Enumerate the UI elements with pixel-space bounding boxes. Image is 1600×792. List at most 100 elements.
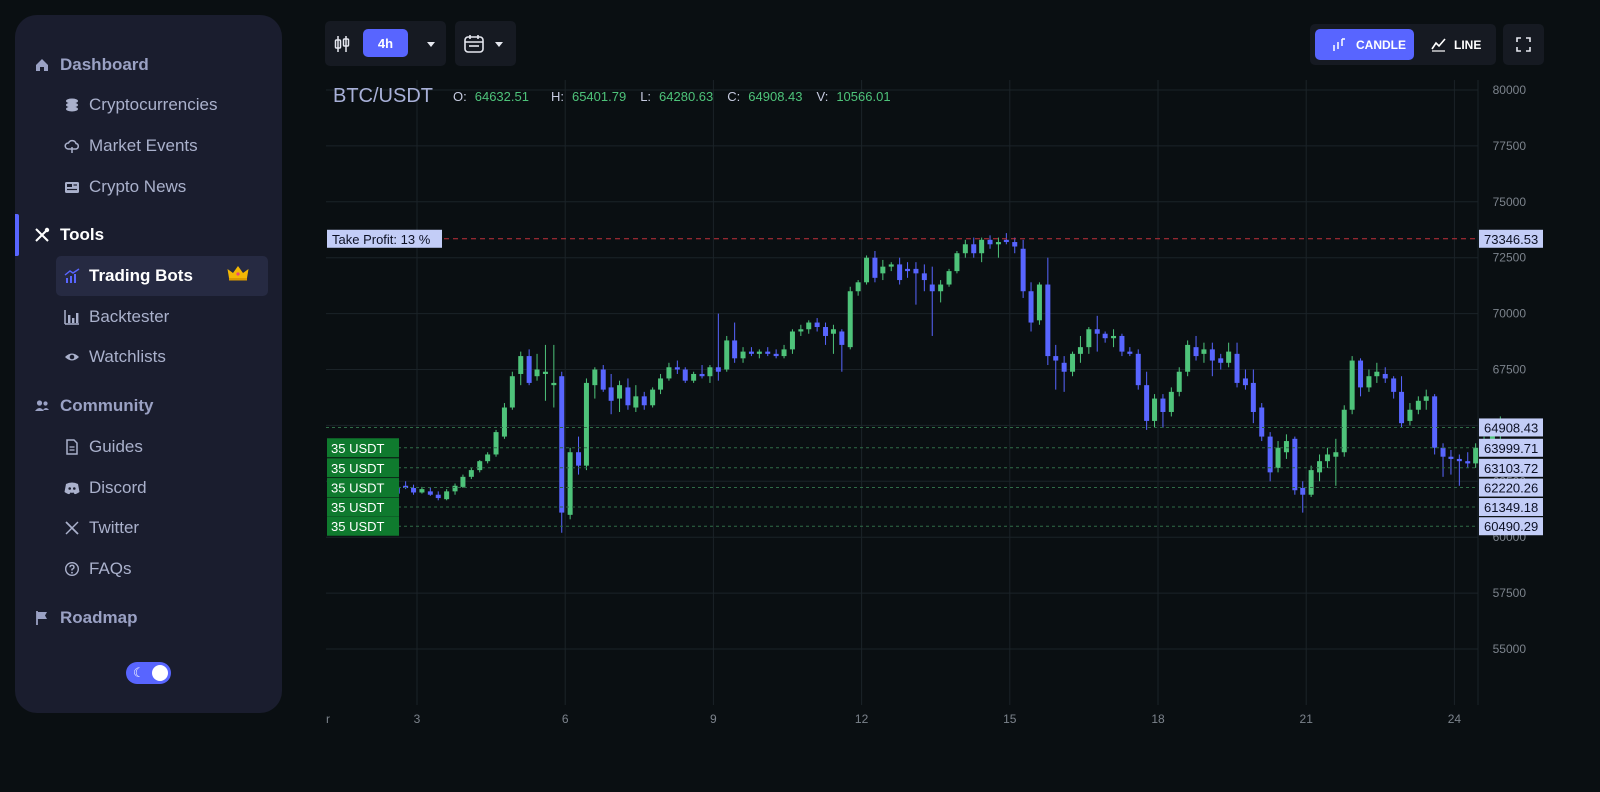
candle-body bbox=[518, 356, 524, 374]
sidebar-item-trading-bots[interactable]: Trading Bots bbox=[56, 256, 268, 296]
candle-body bbox=[493, 432, 499, 455]
interval-button[interactable]: 4h bbox=[363, 29, 408, 57]
candle-body bbox=[1489, 434, 1495, 442]
candle-body bbox=[353, 488, 359, 490]
x-tick-label: 9 bbox=[710, 712, 717, 726]
candle-body bbox=[608, 387, 614, 401]
y-tick-label: 77500 bbox=[1493, 139, 1527, 153]
candle-body bbox=[1440, 447, 1446, 457]
candle-body bbox=[1160, 398, 1166, 412]
candle-body bbox=[872, 257, 878, 278]
sidebar-item-label: Backtester bbox=[89, 307, 170, 326]
order-label: 35 USDT bbox=[331, 441, 385, 456]
candle-body bbox=[559, 376, 565, 513]
low-value: 64280.63 bbox=[659, 88, 714, 104]
candle-body bbox=[468, 470, 474, 477]
order-price-tag bbox=[1479, 458, 1543, 477]
candle-body bbox=[691, 373, 697, 381]
sidebar-item-guides[interactable]: Guides bbox=[15, 427, 282, 467]
cloud-icon bbox=[64, 138, 80, 154]
symbol-label: BTC/USDT bbox=[333, 84, 433, 107]
candle-body bbox=[814, 322, 820, 328]
sidebar-item-discord[interactable]: Discord bbox=[15, 468, 282, 508]
y-tick-label: 67500 bbox=[1493, 363, 1527, 377]
candle-body bbox=[534, 369, 540, 377]
line-type-button[interactable]: LINE bbox=[1416, 29, 1492, 60]
chevron-down-icon[interactable] bbox=[427, 42, 435, 47]
candle-body bbox=[1045, 284, 1051, 357]
sidebar: Dashboard Cryptocurrencies Market Events Cr… bbox=[15, 15, 282, 713]
sidebar-item-label: Crypto News bbox=[89, 177, 187, 196]
fullscreen-icon bbox=[1516, 37, 1531, 52]
candle-body bbox=[1061, 362, 1067, 372]
order-tag bbox=[327, 478, 399, 498]
candle-body bbox=[1111, 335, 1117, 339]
candle-body bbox=[1102, 333, 1108, 339]
low-key: L: bbox=[640, 88, 652, 104]
candle-body bbox=[962, 244, 968, 254]
candle-body bbox=[1382, 373, 1388, 379]
theme-toggle[interactable]: ☾ bbox=[126, 662, 171, 684]
sidebar-item-roadmap[interactable]: Roadmap bbox=[15, 598, 282, 638]
order-label: 35 USDT bbox=[331, 519, 385, 534]
candle-body bbox=[567, 452, 573, 515]
ohlc-legend: BTC/USDT O: 64632.51 H: 65401.79 L: 6428… bbox=[333, 84, 891, 108]
take-profit-label: Take Profit: 13 % bbox=[332, 232, 431, 247]
sidebar-item-label: Market Events bbox=[89, 136, 198, 155]
candle-type-button[interactable]: CANDLE bbox=[1315, 29, 1414, 60]
sidebar-item-market-events[interactable]: Market Events bbox=[15, 126, 282, 166]
order-price: 63999.71 bbox=[1484, 441, 1538, 456]
candle-body bbox=[427, 491, 433, 495]
high-value: 65401.79 bbox=[571, 88, 627, 104]
sidebar-item-crypto-news[interactable]: Crypto News bbox=[15, 167, 282, 207]
sidebar-item-label: Tools bbox=[60, 225, 105, 244]
candle-body bbox=[732, 340, 738, 359]
sidebar-item-twitter[interactable]: Twitter bbox=[15, 508, 282, 548]
candle-body bbox=[1399, 391, 1405, 424]
candle-body bbox=[1135, 353, 1141, 386]
sidebar-item-backtester[interactable]: Backtester bbox=[15, 297, 282, 337]
candle-body bbox=[1465, 461, 1471, 464]
candle-body bbox=[1448, 456, 1454, 459]
order-tag bbox=[327, 438, 399, 458]
moon-icon: ☾ bbox=[133, 665, 145, 680]
date-range-control[interactable] bbox=[455, 21, 516, 66]
candles-icon[interactable] bbox=[334, 35, 350, 53]
open-value: 64632.51 bbox=[474, 88, 529, 104]
fullscreen-button[interactable] bbox=[1503, 24, 1544, 65]
sidebar-item-label: Cryptocurrencies bbox=[89, 95, 218, 114]
sidebar-item-dashboard[interactable]: Dashboard bbox=[15, 45, 282, 85]
candle-body bbox=[1415, 400, 1421, 410]
candle-body bbox=[1218, 358, 1224, 363]
order-price-tag bbox=[1479, 498, 1543, 517]
candle-body bbox=[971, 244, 977, 254]
document-icon bbox=[64, 439, 80, 455]
y-tick-label: 75000 bbox=[1493, 195, 1527, 209]
take-profit-price-tag bbox=[1479, 229, 1543, 248]
sidebar-item-watchlists[interactable]: Watchlists bbox=[15, 337, 282, 377]
candle-body bbox=[658, 378, 664, 390]
candle-body bbox=[1144, 385, 1150, 421]
order-price: 63103.72 bbox=[1484, 461, 1538, 476]
candle-body bbox=[509, 376, 515, 408]
sidebar-item-community[interactable]: Community bbox=[15, 386, 282, 426]
candle-body bbox=[987, 239, 993, 245]
sidebar-item-tools[interactable]: Tools bbox=[15, 215, 282, 255]
candle-body bbox=[995, 242, 1001, 245]
candle-body bbox=[756, 351, 762, 354]
candle-body bbox=[781, 349, 787, 357]
candle-body bbox=[1036, 284, 1042, 321]
sidebar-item-faqs[interactable]: FAQs bbox=[15, 549, 282, 589]
line-chart-icon bbox=[1431, 37, 1446, 52]
eye-icon bbox=[64, 349, 80, 365]
sidebar-item-label: Dashboard bbox=[60, 55, 149, 74]
sidebar-item-cryptocurrencies[interactable]: Cryptocurrencies bbox=[15, 85, 282, 125]
order-label: 35 USDT bbox=[331, 500, 385, 515]
sidebar-item-label: Community bbox=[60, 396, 154, 415]
candle-body bbox=[419, 489, 425, 493]
take-profit-price: 73346.53 bbox=[1484, 232, 1538, 247]
candle-body bbox=[460, 476, 466, 487]
candle-body bbox=[617, 385, 623, 399]
x-tick-label: 21 bbox=[1300, 712, 1314, 726]
candle-body bbox=[1176, 371, 1182, 392]
